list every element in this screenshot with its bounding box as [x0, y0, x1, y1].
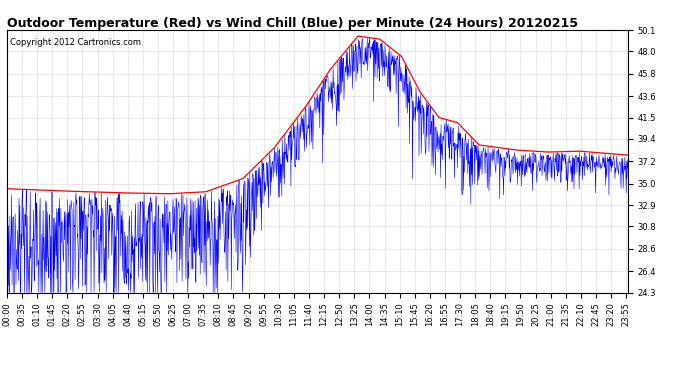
Text: Copyright 2012 Cartronics.com: Copyright 2012 Cartronics.com	[10, 38, 141, 47]
Text: Outdoor Temperature (Red) vs Wind Chill (Blue) per Minute (24 Hours) 20120215: Outdoor Temperature (Red) vs Wind Chill …	[7, 17, 578, 30]
